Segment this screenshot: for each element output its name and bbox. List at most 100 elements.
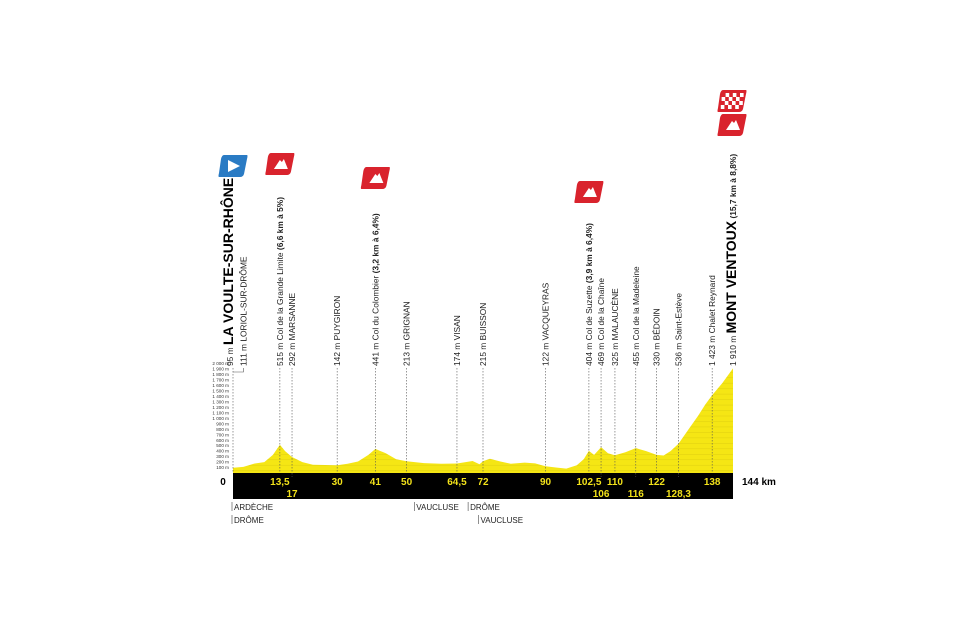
y-axis: 2 000 m1 900 m1 800 m1 700 m1 600 m1 500… bbox=[212, 361, 229, 470]
checker-square bbox=[721, 97, 726, 101]
km-label: 116 bbox=[628, 489, 645, 500]
checker-square bbox=[728, 105, 732, 109]
y-tick-label: 1 800 m bbox=[212, 372, 229, 377]
place-name: Col de Suzette bbox=[584, 285, 594, 340]
region-name: DRÔME bbox=[470, 503, 500, 512]
altitude: 142 m bbox=[332, 340, 342, 366]
waypoint-label: 441 m Col du Colombier (3,2 km à 6,4%) bbox=[370, 213, 380, 366]
altitude: 455 m bbox=[631, 340, 641, 366]
start-label: 95 m LA VOULTE-SUR-RHÔNE bbox=[219, 178, 236, 366]
waypoint-label: 142 m PUYGIRON bbox=[332, 296, 342, 366]
distance-bar: 0 144 km 13,5 30 41 50 64,5 72 90 102,5 110 122 138 1… bbox=[220, 473, 776, 500]
y-tick-label: 1 200 m bbox=[212, 405, 229, 410]
y-tick-label: 100 m bbox=[216, 465, 229, 470]
place-name: VACQUEYRAS bbox=[541, 282, 551, 340]
play-glyph bbox=[228, 160, 240, 172]
checker-square bbox=[725, 93, 730, 97]
place-name: Col de la Grande Limite bbox=[275, 252, 285, 340]
start-town-name: LA VOULTE-SUR-RHÔNE bbox=[219, 178, 236, 345]
place-name: PUYGIRON bbox=[332, 296, 342, 341]
elevation-profile bbox=[233, 368, 733, 473]
mountain-glyph bbox=[726, 120, 740, 130]
climb-detail: (6,6 km à 5%) bbox=[275, 197, 285, 253]
y-tick-label: 1 500 m bbox=[212, 388, 229, 393]
waypoint-label: 455 m Col de la Madeleine bbox=[631, 266, 641, 366]
y-tick-label: 1 600 m bbox=[212, 383, 229, 388]
y-tick-label: 1 900 m bbox=[212, 367, 229, 372]
mountain-climb-icon bbox=[574, 181, 604, 203]
km-label: 128,3 bbox=[666, 489, 691, 500]
checker-square bbox=[732, 93, 737, 97]
start-flag-icon bbox=[218, 155, 248, 177]
km-label: 102,5 bbox=[576, 477, 601, 488]
finish-label: 1 910 m MONT VENTOUX (15,7 km à 8,8%) bbox=[723, 154, 739, 366]
marker-line bbox=[233, 368, 244, 373]
altitude: 404 m bbox=[584, 340, 594, 366]
waypoint-label: 111 m LORIOL-SUR-DRÔME bbox=[238, 256, 248, 366]
finish-checkered-icon bbox=[717, 90, 747, 112]
elevation-area bbox=[233, 368, 733, 473]
altitude: 1 910 m bbox=[728, 333, 738, 366]
waypoint-label: 469 m Col de la Chaîne bbox=[596, 278, 606, 366]
altitude: 441 m bbox=[370, 340, 380, 366]
km-label: 50 bbox=[401, 477, 413, 488]
waypoint-label: 404 m Col de Suzette (3,9 km à 6,4%) bbox=[584, 223, 594, 366]
altitude: 536 m bbox=[673, 340, 683, 366]
y-tick-label: 200 m bbox=[216, 460, 229, 465]
checker-square bbox=[736, 97, 740, 101]
altitude: 1 423 m bbox=[707, 333, 717, 366]
km-label: 110 bbox=[607, 477, 624, 488]
place-name: BUISSON bbox=[478, 303, 488, 341]
altitude: 330 m bbox=[652, 340, 662, 366]
waypoint-label: 330 m BÉDOIN bbox=[652, 308, 662, 366]
waypoint-label: 325 m MALAUCÈNE bbox=[610, 288, 620, 366]
mountain-climb-icon bbox=[717, 114, 747, 136]
waypoint-label: 536 m Saint-Estève bbox=[673, 293, 683, 366]
y-tick-label: 1 000 m bbox=[212, 416, 229, 421]
region-name: ARDÈCHE bbox=[234, 503, 273, 512]
altitude: 515 m bbox=[275, 340, 285, 366]
waypoint-label: 122 m VACQUEYRAS bbox=[541, 282, 551, 366]
checker-square bbox=[732, 101, 736, 105]
km-label: 106 bbox=[593, 489, 610, 500]
altitude: 122 m bbox=[541, 340, 551, 366]
km-label: 122 bbox=[648, 477, 665, 488]
y-tick-label: 600 m bbox=[216, 438, 229, 443]
place-name: Saint-Estève bbox=[673, 293, 683, 341]
y-tick-label: 1 100 m bbox=[212, 410, 229, 415]
y-tick-label: 1 300 m bbox=[212, 399, 229, 404]
km-label: 90 bbox=[540, 477, 552, 488]
waypoint-label: 515 m Col de la Grande Limite (6,6 km à … bbox=[275, 197, 285, 366]
y-tick-label: 2 000 m bbox=[212, 361, 229, 366]
km-label: 30 bbox=[332, 477, 344, 488]
mountain-glyph bbox=[582, 187, 597, 197]
climb-detail: (3,9 km à 6,4%) bbox=[584, 223, 594, 286]
mountain-glyph bbox=[369, 173, 384, 183]
waypoint-label: 215 m BUISSON bbox=[478, 303, 488, 366]
place-name: MALAUCÈNE bbox=[610, 288, 620, 341]
y-tick-label: 1 400 m bbox=[212, 394, 229, 399]
y-tick-label: 400 m bbox=[216, 449, 229, 454]
checker-square bbox=[728, 97, 733, 101]
checker-square bbox=[724, 101, 729, 105]
waypoint-label: 1 423 m Chalet Reynard bbox=[707, 275, 717, 366]
waypoint-label: 292 m MARSANNE bbox=[287, 293, 297, 366]
finish-name: MONT VENTOUX bbox=[723, 220, 739, 333]
altitude: 111 m bbox=[238, 342, 248, 366]
place-name: BÉDOIN bbox=[652, 308, 662, 340]
mountain-climb-icon bbox=[265, 153, 295, 175]
place-name: Col de la Madeleine bbox=[631, 266, 641, 340]
mountain-glyph bbox=[273, 159, 288, 169]
checker-square bbox=[735, 105, 739, 109]
altitude: 469 m bbox=[596, 340, 606, 366]
km-label: 138 bbox=[704, 477, 721, 488]
km-label: 13,5 bbox=[270, 477, 290, 488]
waypoint-label: 213 m GRIGNAN bbox=[402, 301, 412, 366]
checker-square bbox=[739, 101, 743, 105]
icons bbox=[218, 90, 747, 203]
climb-detail: (15,7 km à 8,8%) bbox=[728, 154, 738, 221]
x-end-label: 144 km bbox=[742, 477, 776, 488]
distance-bar-background bbox=[233, 473, 733, 499]
